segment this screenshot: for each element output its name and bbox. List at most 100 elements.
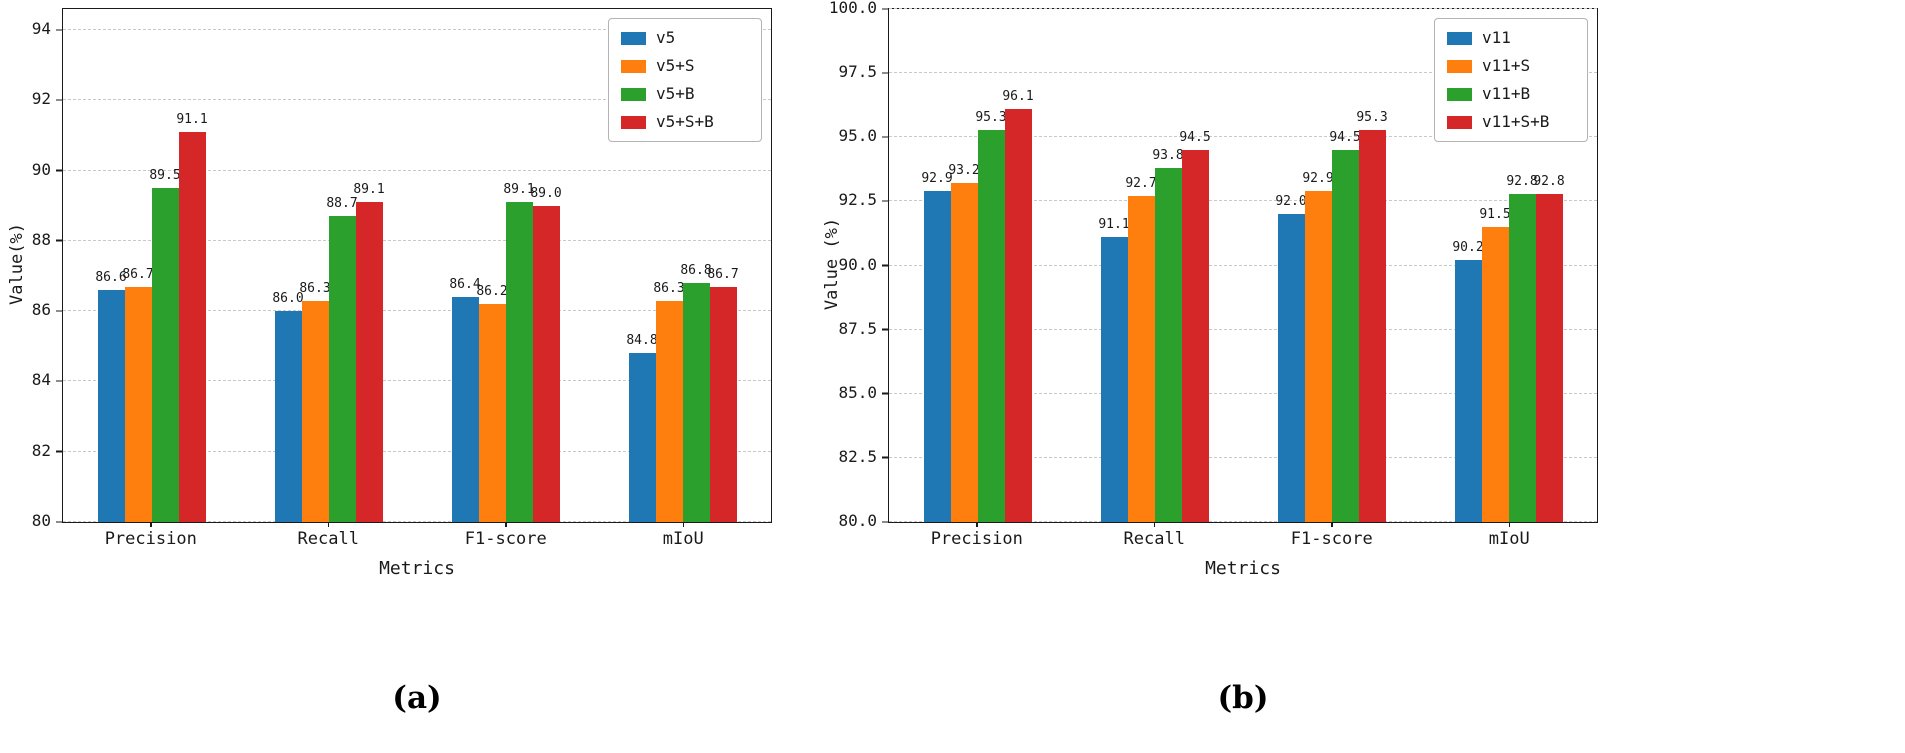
x-tick-cell: Recall: [1066, 521, 1244, 548]
x-tick-mark: [1153, 521, 1155, 527]
legend: v5 v5+S v5+B v5+S+B: [608, 18, 762, 142]
gridline: [889, 8, 1597, 9]
bar-v5+B-mIoU: 86.8: [680, 264, 712, 522]
x-tick-label: mIoU: [1488, 529, 1530, 549]
bar-v11+B-F1-score: 94.5: [1329, 131, 1361, 522]
x-tick-mark: [976, 521, 978, 527]
x-tick-cell: Precision: [62, 521, 240, 548]
x-tick-cell: mIoU: [1421, 521, 1599, 548]
y-tick-label: 86: [31, 300, 51, 320]
y-tick-mark: [882, 521, 888, 523]
x-tick-mark: [682, 521, 684, 527]
x-tick-mark: [1508, 521, 1510, 527]
bar-value-label: 86.6: [95, 270, 127, 286]
bar-value-label: 95.3: [1356, 109, 1388, 125]
bar-v5+B-Recall: 88.7: [326, 197, 358, 522]
y-tick-mark: [882, 200, 888, 202]
legend-swatch: [621, 31, 646, 45]
legend-label: v11+B: [1482, 84, 1531, 103]
bar-v11+S-F1-score: 92.9: [1302, 172, 1334, 522]
y-tick-label: 100.0: [828, 0, 877, 17]
bar-v11+S+B-mIoU: 92.8: [1533, 175, 1565, 522]
bar-value-label: 92.9: [921, 171, 953, 187]
legend-item-v5: v5: [621, 27, 749, 49]
x-tick-label: Recall: [297, 529, 359, 549]
y-tick-label: 80: [31, 511, 51, 530]
legend-swatch: [1447, 59, 1472, 73]
y-tick-label: 80.0: [838, 511, 877, 530]
bar-v11+S+B-F1-score: 95.3: [1356, 111, 1388, 522]
gridline: [889, 328, 1597, 330]
x-tick-mark: [150, 521, 152, 527]
caption-a: (a): [392, 680, 442, 716]
gridline: [889, 456, 1597, 458]
bar-groups: 92.9 93.2 95.3 96.1 91.1 92.7 93.8 94.5 92.0 92.9…: [889, 9, 1597, 522]
legend-label: v11: [1482, 28, 1511, 47]
legend-item-v11+S+B: v11+S+B: [1447, 111, 1575, 133]
x-tick-labels: Precision Recall F1-score mIoU: [62, 521, 772, 548]
y-tick-label: 95.0: [838, 126, 877, 146]
y-tick-label: 92.5: [838, 190, 877, 210]
y-tick-label: 82: [31, 440, 51, 460]
legend-item-v5+S: v5+S: [621, 55, 749, 77]
y-tick-mark: [882, 136, 888, 138]
y-tick-label: 97.5: [838, 62, 877, 82]
gridline: [63, 169, 771, 171]
bar-group-Recall: 91.1 92.7 93.8 94.5: [1066, 9, 1243, 522]
y-tick-mark: [56, 521, 62, 523]
gridline: [889, 200, 1597, 202]
legend-swatch: [1447, 31, 1472, 45]
legend-item-v11: v11: [1447, 27, 1575, 49]
bar-v5+S+B-Recall: 89.1: [353, 183, 385, 522]
gridline: [63, 99, 771, 101]
bar-v5-Recall: 86.0: [272, 292, 304, 522]
bar-v5+B-Precision: 89.5: [149, 169, 181, 522]
legend-label: v5+S: [656, 56, 695, 75]
legend-swatch: [621, 115, 646, 129]
bar-v5+S+B-Precision: 91.1: [176, 113, 208, 522]
x-tick-label: Precision: [104, 529, 197, 549]
bar-value-label: 91.1: [1098, 217, 1130, 233]
bar-v5+B-F1-score: 89.1: [503, 183, 535, 522]
y-tick-labels: 80.0 82.5 85.0 87.5 90.0 92.5 95.0 97.5 100.0: [815, 0, 888, 529]
x-tick-cell: mIoU: [595, 521, 773, 548]
legend-swatch: [621, 87, 646, 101]
legend-label: v5+S+B: [656, 112, 714, 131]
legend-swatch: [621, 59, 646, 73]
x-tick-cell: Recall: [240, 521, 418, 548]
bar-v5+S-Precision: 86.7: [122, 268, 154, 522]
legend-item-v5+S+B: v5+S+B: [621, 111, 749, 133]
legend-label: v5+B: [656, 84, 695, 103]
y-tick-label: 88: [31, 229, 51, 249]
gridline: [63, 239, 771, 241]
legend-label: v11+S: [1482, 56, 1531, 75]
y-tick-mark: [882, 72, 888, 74]
bar-value-label: 89.0: [530, 185, 562, 201]
bar-v11+S+B-Recall: 94.5: [1179, 131, 1211, 522]
bar-value-label: 96.1: [1002, 89, 1034, 105]
y-tick-label: 92: [31, 89, 51, 109]
bar-value-label: 93.8: [1152, 148, 1184, 164]
y-tick-label: 94: [31, 19, 51, 39]
caption-b: (b): [1217, 680, 1269, 716]
gridline: [63, 450, 771, 452]
bar-v5-Precision: 86.6: [95, 271, 127, 522]
bar-v11+B-Precision: 95.3: [975, 111, 1007, 522]
bar-value-label: 91.5: [1479, 207, 1511, 223]
gridline: [63, 310, 771, 312]
gridline: [889, 264, 1597, 266]
bar-value-label: 86.8: [680, 263, 712, 279]
bar-value-label: 86.3: [653, 280, 685, 296]
x-tick-label: Recall: [1123, 529, 1185, 549]
bar-v11-Recall: 91.1: [1098, 218, 1130, 522]
bar-v5+S-Recall: 86.3: [299, 282, 331, 522]
y-tick-label: 82.5: [838, 446, 877, 466]
bar-value-label: 86.0: [272, 291, 304, 307]
legend-label: v5: [656, 28, 676, 47]
x-axis-label: Metrics: [1205, 558, 1281, 579]
bar-value-label: 92.0: [1275, 194, 1307, 210]
bar-v11+B-Recall: 93.8: [1152, 149, 1184, 522]
y-tick-mark: [882, 392, 888, 395]
y-tick-label: 84: [31, 370, 51, 390]
